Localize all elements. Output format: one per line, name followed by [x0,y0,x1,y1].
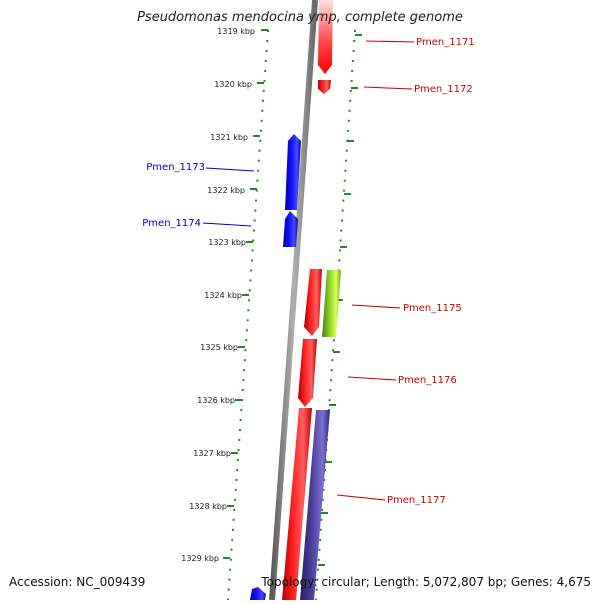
gene-pmen-1174[interactable] [283,211,298,247]
label-connectors [202,40,415,501]
gene-pmen-1175[interactable] [322,270,341,337]
gene-pmen-1177[interactable] [300,410,330,600]
gene-label-pmen-1177[interactable]: Pmen_1177 [387,495,446,506]
gene-features [250,0,341,600]
tick-label: 1326 kbp [197,396,235,405]
tick-label: 1319 kbp [217,27,255,36]
tick-label: 1322 kbp [207,186,245,195]
gene-label-pmen-1173[interactable]: Pmen_1173 [146,162,205,173]
tick-label: 1327 kbp [193,449,231,458]
connector-pmen-1174 [202,222,252,227]
accession-text: Accession: NC_009439 [9,575,146,589]
tick-label: 1321 kbp [210,133,248,142]
tick-label: 1324 kbp [204,291,242,300]
gene-labels: Pmen_1173 Pmen_1174 Pmen_1171 Pmen_1172 … [142,37,474,506]
tick-label: 1329 kbp [181,554,219,563]
connector-pmen-1173 [205,167,255,172]
scale-ticks: 1319 kbp 1320 kbp 1321 kbp 1322 kbp 1323… [181,27,362,566]
gene-pmen-1172[interactable] [318,80,331,94]
gene-pmen-1177-red[interactable] [282,408,312,600]
gene-label-pmen-1172[interactable]: Pmen_1172 [414,84,473,95]
tick-label: 1320 kbp [214,80,252,89]
gene-pmen-1171[interactable] [318,0,333,74]
connector-pmen-1172 [363,86,413,90]
inner-dotted-track [227,29,269,601]
tick-label: 1323 kbp [208,238,246,247]
gene-label-pmen-1174[interactable]: Pmen_1174 [142,218,201,229]
gene-label-pmen-1176[interactable]: Pmen_1176 [398,375,457,386]
gene-label-pmen-1175[interactable]: Pmen_1175 [403,303,462,314]
tick-label: 1325 kbp [200,343,238,352]
connector-pmen-1171 [365,40,415,43]
gene-label-pmen-1171[interactable]: Pmen_1171 [416,37,475,48]
gene-pmen-1173[interactable] [285,134,301,210]
connector-pmen-1175 [351,304,401,309]
tick-label: 1328 kbp [189,502,227,511]
genome-backbone [269,0,318,601]
genome-summary-text: Topology: circular; Length: 5,072,807 bp… [261,575,591,589]
connector-pmen-1176 [347,376,397,381]
gene-red-segment[interactable] [304,269,322,336]
gene-blue-fragment[interactable] [250,587,266,600]
gene-pmen-1176[interactable] [298,339,317,407]
map-title: Pseudomonas mendocina ymp, complete geno… [137,10,463,25]
connector-pmen-1177 [336,494,386,501]
